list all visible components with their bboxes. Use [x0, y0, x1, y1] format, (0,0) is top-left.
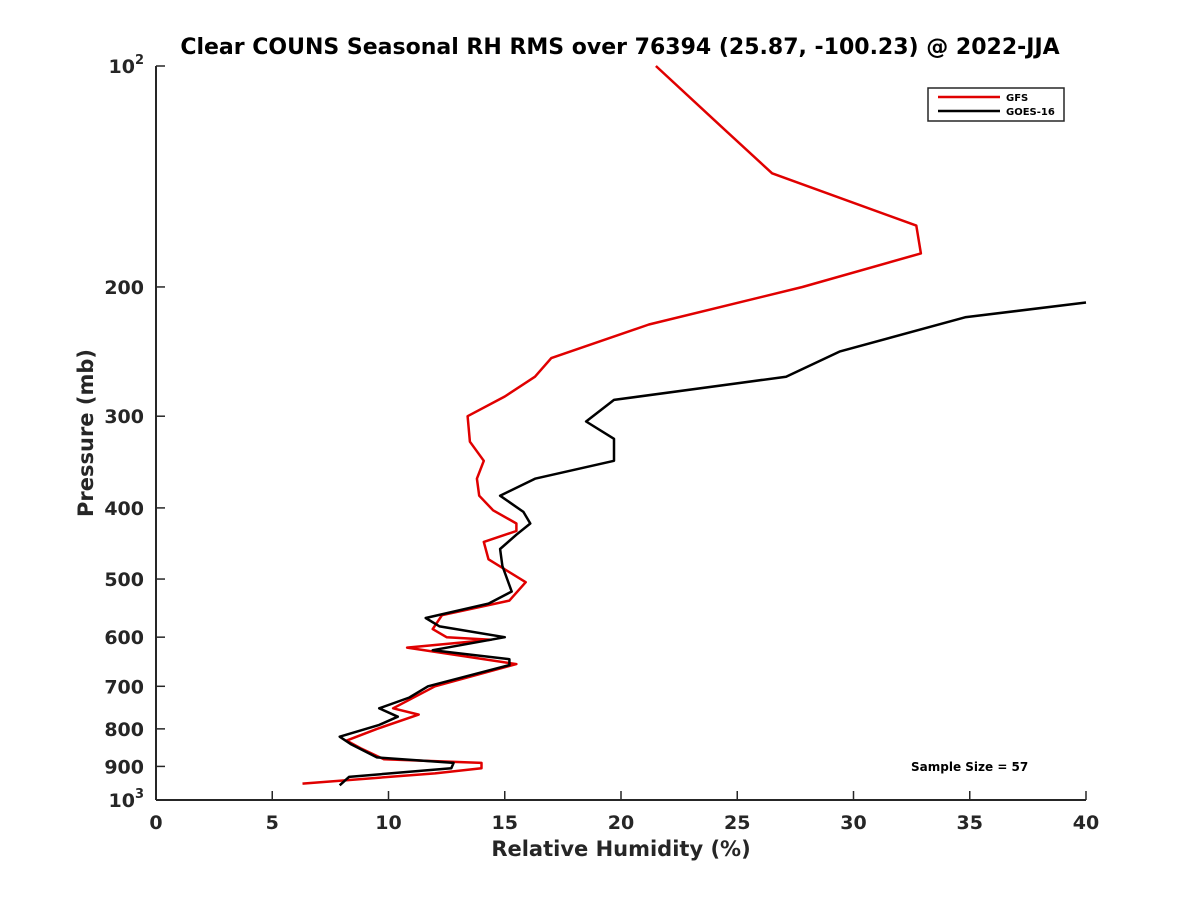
x-tick-label: 0 — [149, 812, 162, 834]
y-tick-label: 500 — [104, 569, 144, 591]
x-tick-label: 40 — [1073, 812, 1099, 834]
y-tick-label: 600 — [104, 627, 144, 649]
x-tick-label: 10 — [375, 812, 401, 834]
sample-size-annotation: Sample Size = 57 — [911, 760, 1028, 774]
y-tick-label: 400 — [104, 498, 144, 520]
x-tick-label: 35 — [957, 812, 983, 834]
legend-box — [927, 87, 1065, 122]
y-axis-ticks: 102 200 300 400 500 600 700 800 900 103 — [104, 53, 165, 812]
x-tick-label: 15 — [492, 812, 518, 834]
y-axis-title: Pressure (mb) — [74, 349, 98, 517]
x-axis-title: Relative Humidity (%) — [491, 837, 750, 861]
x-tick-label: 5 — [266, 812, 279, 834]
x-axis-ticks: 0 5 10 15 20 25 30 35 40 — [149, 791, 1099, 834]
chart-title: Clear COUNS Seasonal RH RMS over 76394 (… — [180, 35, 1059, 60]
series-line-goes16 — [338, 301, 1087, 787]
legend-label-goes16: GOES-16 — [1006, 107, 1055, 118]
legend: GFS GOES-16 — [927, 87, 1065, 122]
y-tick-label: 103 — [109, 787, 145, 812]
x-tick-label: 30 — [840, 812, 866, 834]
series-line-gfs — [302, 65, 923, 785]
x-tick-label: 20 — [608, 812, 634, 834]
legend-label-gfs: GFS — [1006, 93, 1028, 104]
y-tick-label: 700 — [104, 676, 144, 698]
plot-area — [302, 65, 1087, 787]
x-tick-label: 25 — [724, 812, 750, 834]
y-tick-label: 900 — [104, 756, 144, 778]
y-tick-label: 200 — [104, 277, 144, 299]
y-tick-label: 800 — [104, 719, 144, 741]
y-tick-label: 300 — [104, 406, 144, 428]
y-tick-label: 102 — [109, 53, 145, 78]
